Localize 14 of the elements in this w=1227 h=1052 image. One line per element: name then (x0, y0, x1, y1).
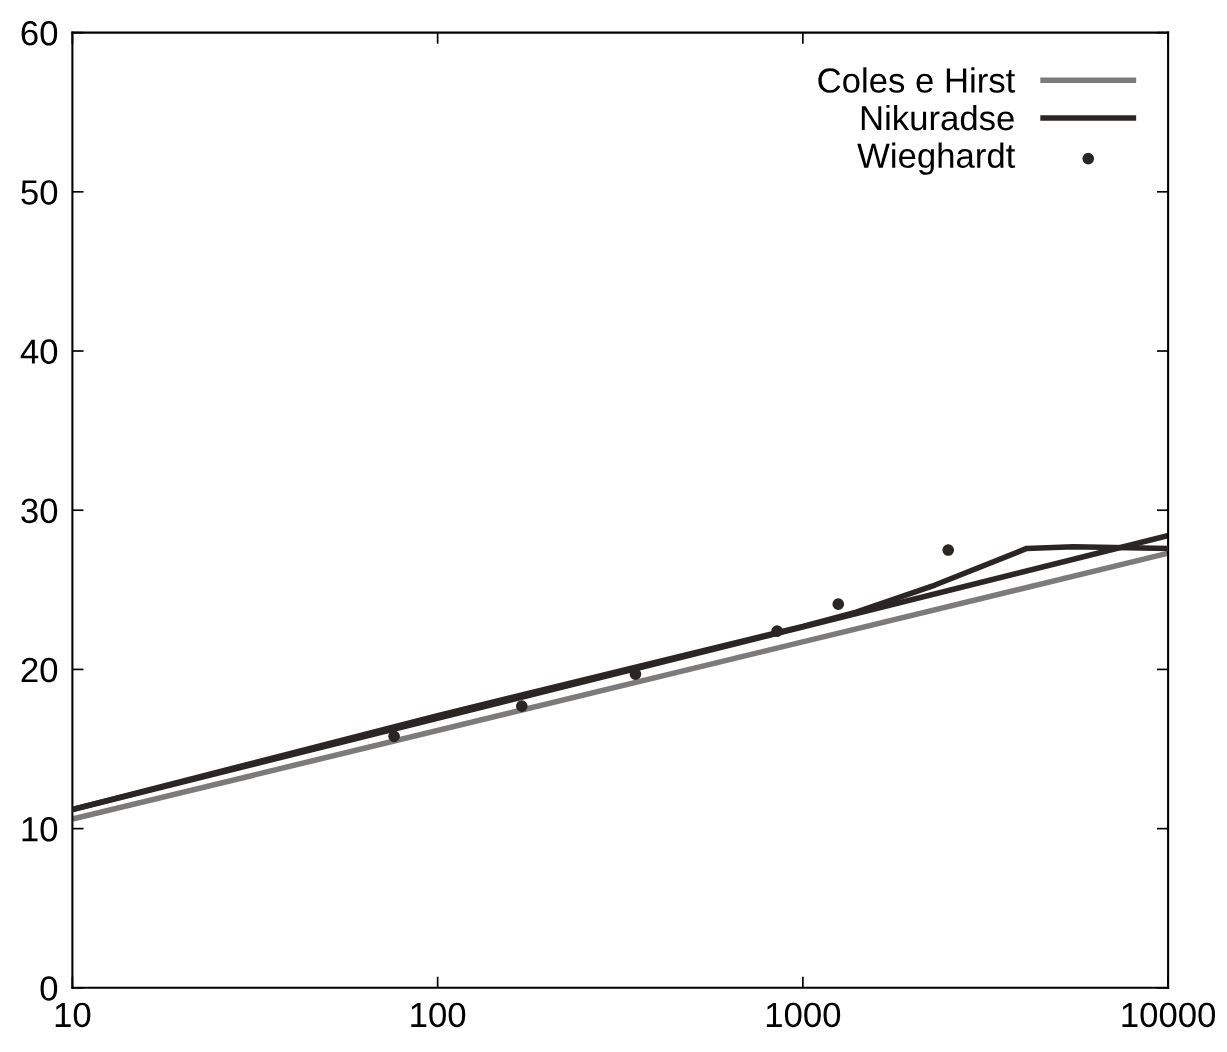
x-tick-label: 10 (55, 1002, 91, 1028)
y-tick-label: 50 (21, 180, 58, 205)
y-tick-label: 30 (21, 498, 58, 524)
x-tick-label: 10000 (1122, 1002, 1216, 1028)
y-tick-label: 0 (40, 976, 58, 1001)
y-tick-label: 20 (21, 657, 58, 683)
legend-label: Nikuradse (861, 104, 1014, 131)
y-tick-label: 10 (22, 816, 58, 842)
x-tick-label: 100 (411, 1002, 466, 1028)
legend-label: Coles e Hirst (818, 67, 1016, 93)
y-tick-label: 40 (20, 339, 58, 364)
y-tick-label: 60 (21, 20, 58, 46)
legend-label: Wieghardt (857, 142, 1016, 175)
x-tick-label: 1000 (766, 1002, 841, 1028)
